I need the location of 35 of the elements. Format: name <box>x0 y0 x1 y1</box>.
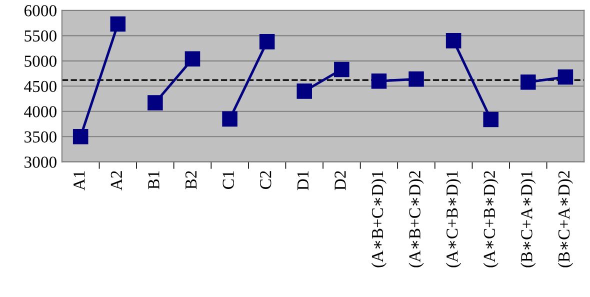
point <box>296 84 312 99</box>
point <box>408 71 424 87</box>
point <box>148 95 163 110</box>
x-tick-label: (A∗B+C∗D)1 <box>371 171 387 268</box>
point <box>334 62 350 78</box>
y-tick-label: 6000 <box>24 5 56 16</box>
x-tick-label: (A∗B+C∗D)2 <box>408 171 424 268</box>
x-tick-label: (A∗C+B∗D)1 <box>446 171 462 268</box>
x-tick-label: A1 <box>74 171 85 190</box>
point <box>110 16 126 32</box>
point <box>184 51 200 67</box>
x-tick-label: (B∗C+A∗D)1 <box>520 171 536 268</box>
point <box>371 73 387 89</box>
x-tick-label: B1 <box>148 171 160 190</box>
y-tick-label: 5500 <box>24 30 56 42</box>
point <box>558 69 574 85</box>
y-tick-label: 3500 <box>24 131 56 143</box>
point <box>222 111 238 127</box>
x-tick-label: C1 <box>222 171 234 189</box>
x-tick-label: A2 <box>110 171 122 190</box>
point <box>72 128 88 144</box>
x-tick-label: D1 <box>297 171 308 190</box>
x-tick-label: B2 <box>185 171 197 190</box>
point <box>259 34 275 50</box>
y-tick-label: 3000 <box>24 156 56 168</box>
x-tick-label: D2 <box>334 171 346 190</box>
y-tick-label: 4000 <box>24 106 56 118</box>
y-tick-label: 4500 <box>24 80 56 92</box>
point <box>520 74 536 90</box>
point <box>483 112 498 128</box>
x-tick-label: C2 <box>260 171 272 189</box>
point <box>446 33 462 48</box>
y-tick-label: 5000 <box>24 56 56 67</box>
x-tick-label: (A∗C+B∗D)2 <box>483 171 498 268</box>
x-tick-label: (B∗C+A∗D)2 <box>558 171 574 268</box>
